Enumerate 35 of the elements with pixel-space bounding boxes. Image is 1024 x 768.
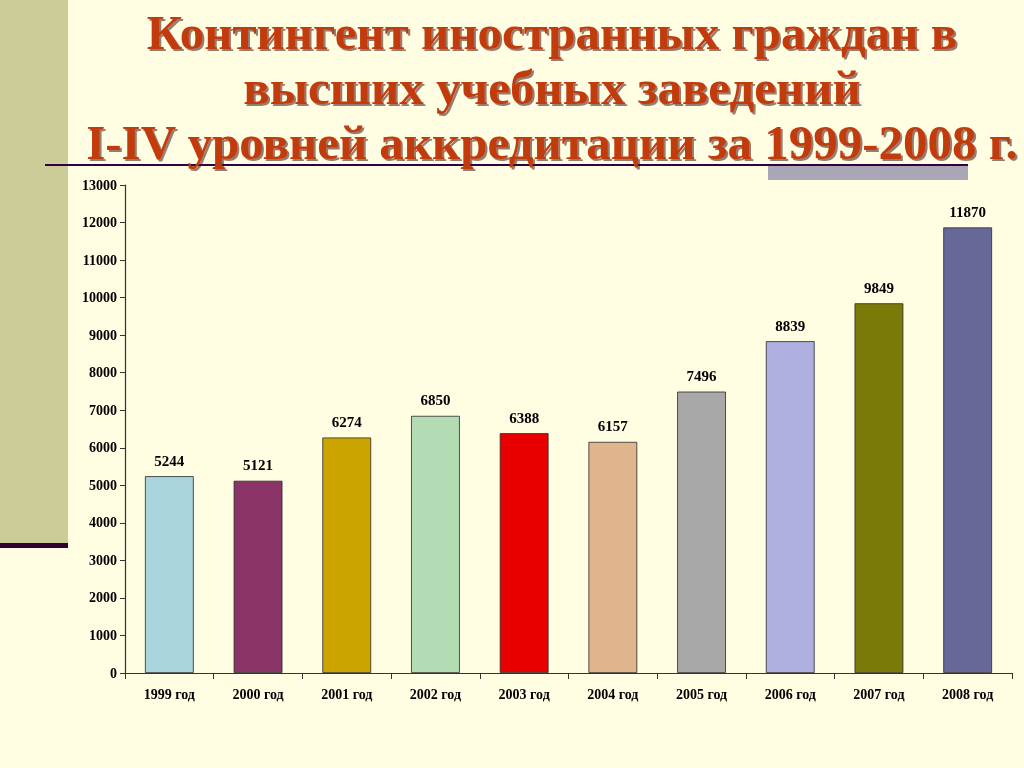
x-tick-label: 2002 год: [409, 686, 462, 702]
y-tick-label: 6000: [89, 440, 117, 456]
data-label: 6274: [331, 413, 363, 430]
x-tick-label: 1999 год: [143, 686, 195, 702]
y-tick-label: 13000: [82, 177, 117, 193]
y-tick-label: 2000: [89, 590, 117, 606]
data-label: 6388: [509, 409, 540, 426]
x-tick-label: 2003 год: [498, 686, 550, 702]
data-label: 7496: [686, 368, 718, 385]
y-tick-label: 7000: [89, 402, 117, 418]
x-tick-label: 2008 год: [942, 686, 994, 702]
y-tick-label: 12000: [82, 215, 117, 231]
data-label: 6850: [420, 392, 451, 409]
x-tick-label: 2005 год: [675, 686, 728, 702]
x-tick-label: 2007 год: [853, 686, 905, 702]
y-tick-label: 5000: [89, 477, 117, 493]
y-tick-label: 10000: [82, 290, 117, 306]
data-label: 9849: [863, 279, 894, 296]
data-label: 8839: [775, 317, 806, 334]
data-label: 6157: [597, 418, 629, 435]
data-label: 11870: [949, 203, 986, 220]
x-tick-label: 2001 год: [321, 686, 373, 702]
y-tick-label: 4000: [89, 515, 117, 531]
x-tick-label: 2004 год: [587, 686, 639, 702]
chart-title: Контингент иностранных граждан в высших учебных заведений I-IV уровней аккредитации за 1999-2008 г.: [86, 5, 1018, 170]
y-tick-label: 8000: [89, 365, 117, 381]
y-tick-label: 9000: [89, 327, 117, 343]
y-tick-label: 11000: [82, 252, 117, 268]
x-tick-label: 2000 год: [232, 686, 284, 702]
data-label: 5121: [243, 457, 274, 474]
data-label: 5244: [154, 452, 185, 469]
y-tick-label: 3000: [89, 552, 117, 568]
y-tick-label: 0: [110, 665, 117, 681]
x-tick-label: 2006 год: [764, 686, 816, 702]
y-tick-label: 1000: [89, 627, 117, 643]
